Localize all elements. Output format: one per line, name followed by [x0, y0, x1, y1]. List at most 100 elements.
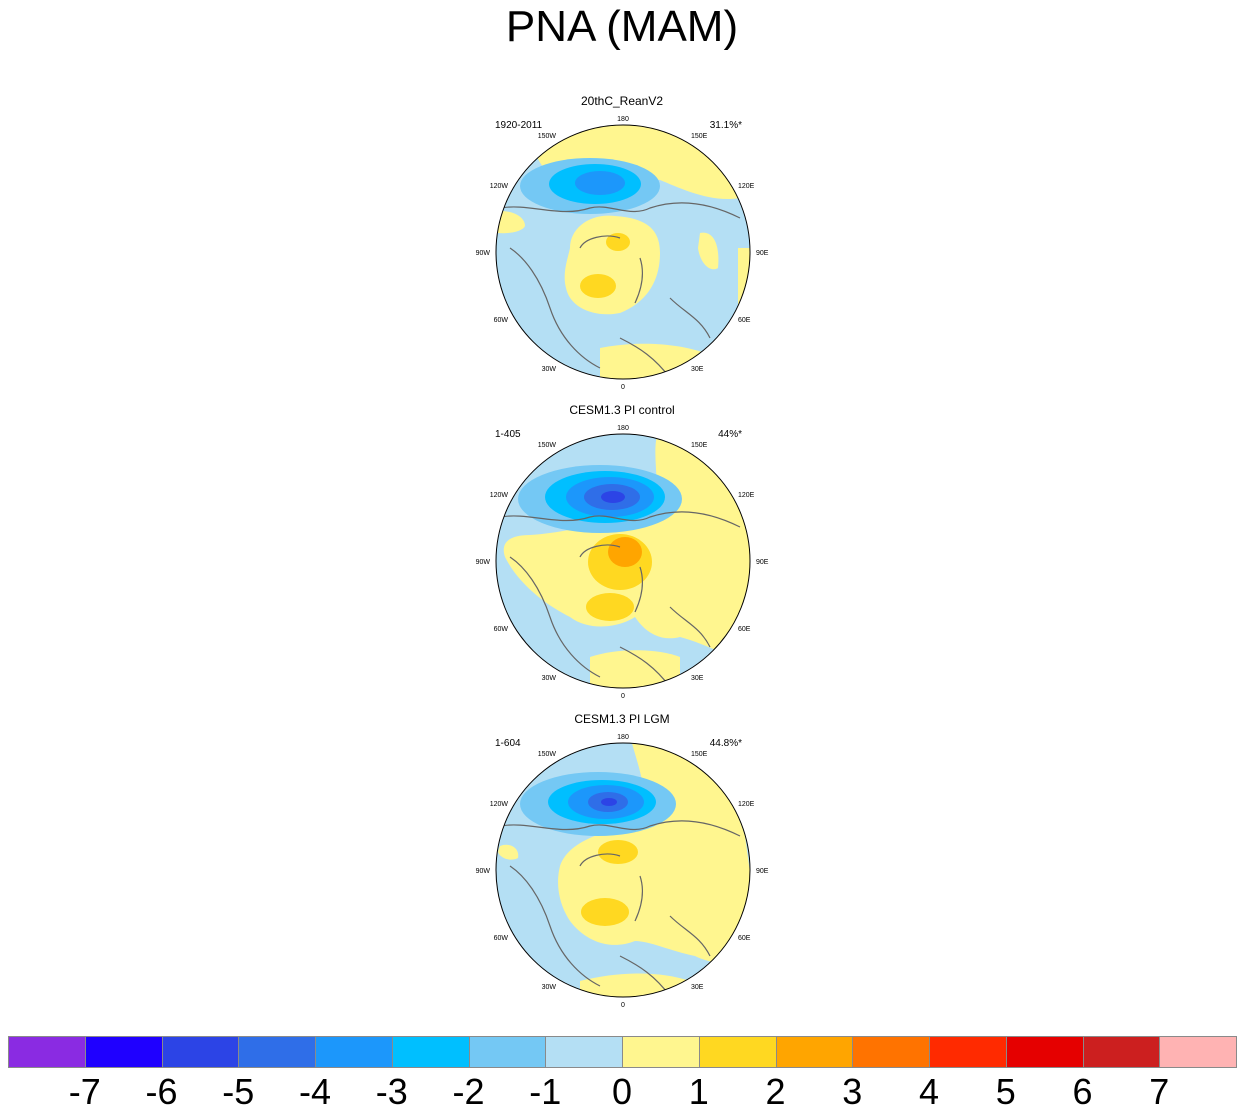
level-2-center [586, 593, 634, 621]
colorbar-tick-label: -2 [452, 1071, 485, 1112]
panel-variance: 44.8%* [709, 738, 742, 749]
colorbar-swatch [8, 1036, 86, 1068]
level-1-region [600, 343, 710, 379]
lon-label: 90E [756, 868, 769, 875]
lon-label: 30W [542, 675, 557, 682]
lon-label: 180 [617, 425, 629, 432]
colorbar-swatch [238, 1036, 316, 1068]
colorbar-swatch [852, 1036, 930, 1068]
colorbar-swatch [698, 1036, 777, 1068]
colorbar-tick-label: 3 [842, 1071, 863, 1112]
colorbar-swatch [929, 1036, 1007, 1068]
lon-label: 120E [738, 492, 755, 499]
colorbar-tick-label: 4 [918, 1071, 940, 1112]
level-neg5-low [601, 491, 625, 503]
coastline [499, 820, 741, 997]
figure-title: PNA (MAM) [505, 2, 739, 51]
lon-label: 90W [476, 868, 491, 875]
level-2-center [580, 274, 616, 298]
map-panel-cesm-pi-control: CESM1.3 PI control 1-405 44%* 180 150E 1… [470, 403, 774, 703]
polar-map: 180 150E 120E 90E 60E 30E 0 30W 60W 90W … [476, 116, 769, 391]
lon-label: 0 [621, 693, 625, 700]
lon-label: 60E [738, 935, 751, 942]
lon-label: 30E [691, 675, 704, 682]
colorbar-tick-label: -3 [375, 1071, 408, 1112]
level-neg3-low [575, 171, 625, 195]
colorbar-tick-label: -1 [529, 1071, 562, 1112]
level-neg5-low [601, 798, 617, 806]
colorbar-swatch [468, 1036, 547, 1068]
colorbar-swatch [1082, 1036, 1161, 1068]
panel-period: 1-604 [495, 738, 521, 749]
lon-label: 180 [617, 116, 629, 123]
lon-label: 30W [542, 366, 557, 373]
colorbar-tick-label: 5 [995, 1071, 1016, 1112]
colorbar-swatch [315, 1036, 393, 1068]
lon-label: 0 [621, 384, 625, 391]
coastline [499, 202, 741, 379]
map-panel-20thc-reanv2: 20thC_ReanV2 1920-2011 31.1%* 180 150E 1… [470, 94, 774, 394]
lon-label: 60E [738, 317, 751, 324]
coastline [499, 511, 741, 688]
colorbar-swatch [775, 1036, 854, 1068]
lon-label: 150W [538, 751, 557, 758]
lon-label: 30W [542, 984, 557, 991]
lon-label: 150E [691, 442, 708, 449]
lon-label: 90W [476, 250, 491, 257]
lon-label: 120W [490, 183, 509, 190]
polar-map: 180 150E 120E 90E 60E 30E 0 30W 60W 90W … [476, 734, 769, 1009]
lon-label: 180 [617, 734, 629, 741]
polar-map: 180 150E 120E 90E 60E 30E 0 30W 60W 90W … [476, 425, 769, 700]
level-1-region [580, 973, 690, 997]
lon-label: 90E [756, 559, 769, 566]
level-1-region [496, 211, 525, 234]
panel-title: 20thC_ReanV2 [580, 94, 664, 108]
lon-label: 120E [738, 183, 755, 190]
panel-variance: 31.1%* [709, 120, 742, 131]
panel-period: 1-405 [495, 429, 521, 440]
panel-period: 1920-2011 [495, 120, 543, 131]
colorbar-tick-label: 6 [1072, 1071, 1093, 1112]
lon-label: 30E [691, 366, 704, 373]
lon-label: 60W [494, 626, 509, 633]
colorbar-tick-label: -6 [145, 1071, 178, 1112]
lon-label: 120W [490, 492, 509, 499]
colorbar-tick-label: -7 [68, 1071, 101, 1112]
lon-label: 150W [538, 133, 557, 140]
level-1-region [698, 232, 719, 270]
lon-label: 90W [476, 559, 491, 566]
lon-label: 150E [691, 133, 708, 140]
lon-label: 30E [691, 984, 704, 991]
colorbar-swatch [1159, 1036, 1237, 1068]
level-1-region [590, 650, 680, 688]
level-1-region [498, 844, 519, 860]
colorbar-tick-label: -4 [298, 1071, 331, 1112]
level-2-center [606, 233, 630, 251]
lon-label: 120E [738, 801, 755, 808]
lon-label: 0 [621, 1002, 625, 1009]
panel-title: CESM1.3 PI control [569, 403, 675, 417]
lon-label: 150E [691, 751, 708, 758]
colorbar-swatch [1005, 1036, 1084, 1068]
colorbar-swatch [391, 1036, 470, 1068]
level-1-region [738, 248, 750, 328]
colorbar-swatch [84, 1036, 163, 1068]
colorbar-tick-label: 0 [611, 1071, 633, 1112]
colorbar-swatch [622, 1036, 700, 1068]
level-2-center [581, 898, 629, 926]
lon-label: 120W [490, 801, 509, 808]
colorbar-tick-label: 1 [688, 1071, 709, 1112]
colorbar [8, 1036, 1237, 1070]
lon-label: 60W [494, 317, 509, 324]
lon-label: 60W [494, 935, 509, 942]
lon-label: 90E [756, 250, 769, 257]
panel-title: CESM1.3 PI LGM [574, 712, 670, 726]
colorbar-tick-label: 2 [765, 1071, 786, 1112]
lon-label: 60E [738, 626, 751, 633]
lon-label: 150W [538, 442, 557, 449]
colorbar-swatch [161, 1036, 240, 1068]
level-3-center [608, 537, 642, 567]
colorbar-swatch [545, 1036, 623, 1068]
colorbar-tick-label: -5 [222, 1071, 255, 1112]
map-panel-cesm-pi-lgm: CESM1.3 PI LGM 1-604 44.8%* 180 150E 120… [470, 712, 774, 1012]
